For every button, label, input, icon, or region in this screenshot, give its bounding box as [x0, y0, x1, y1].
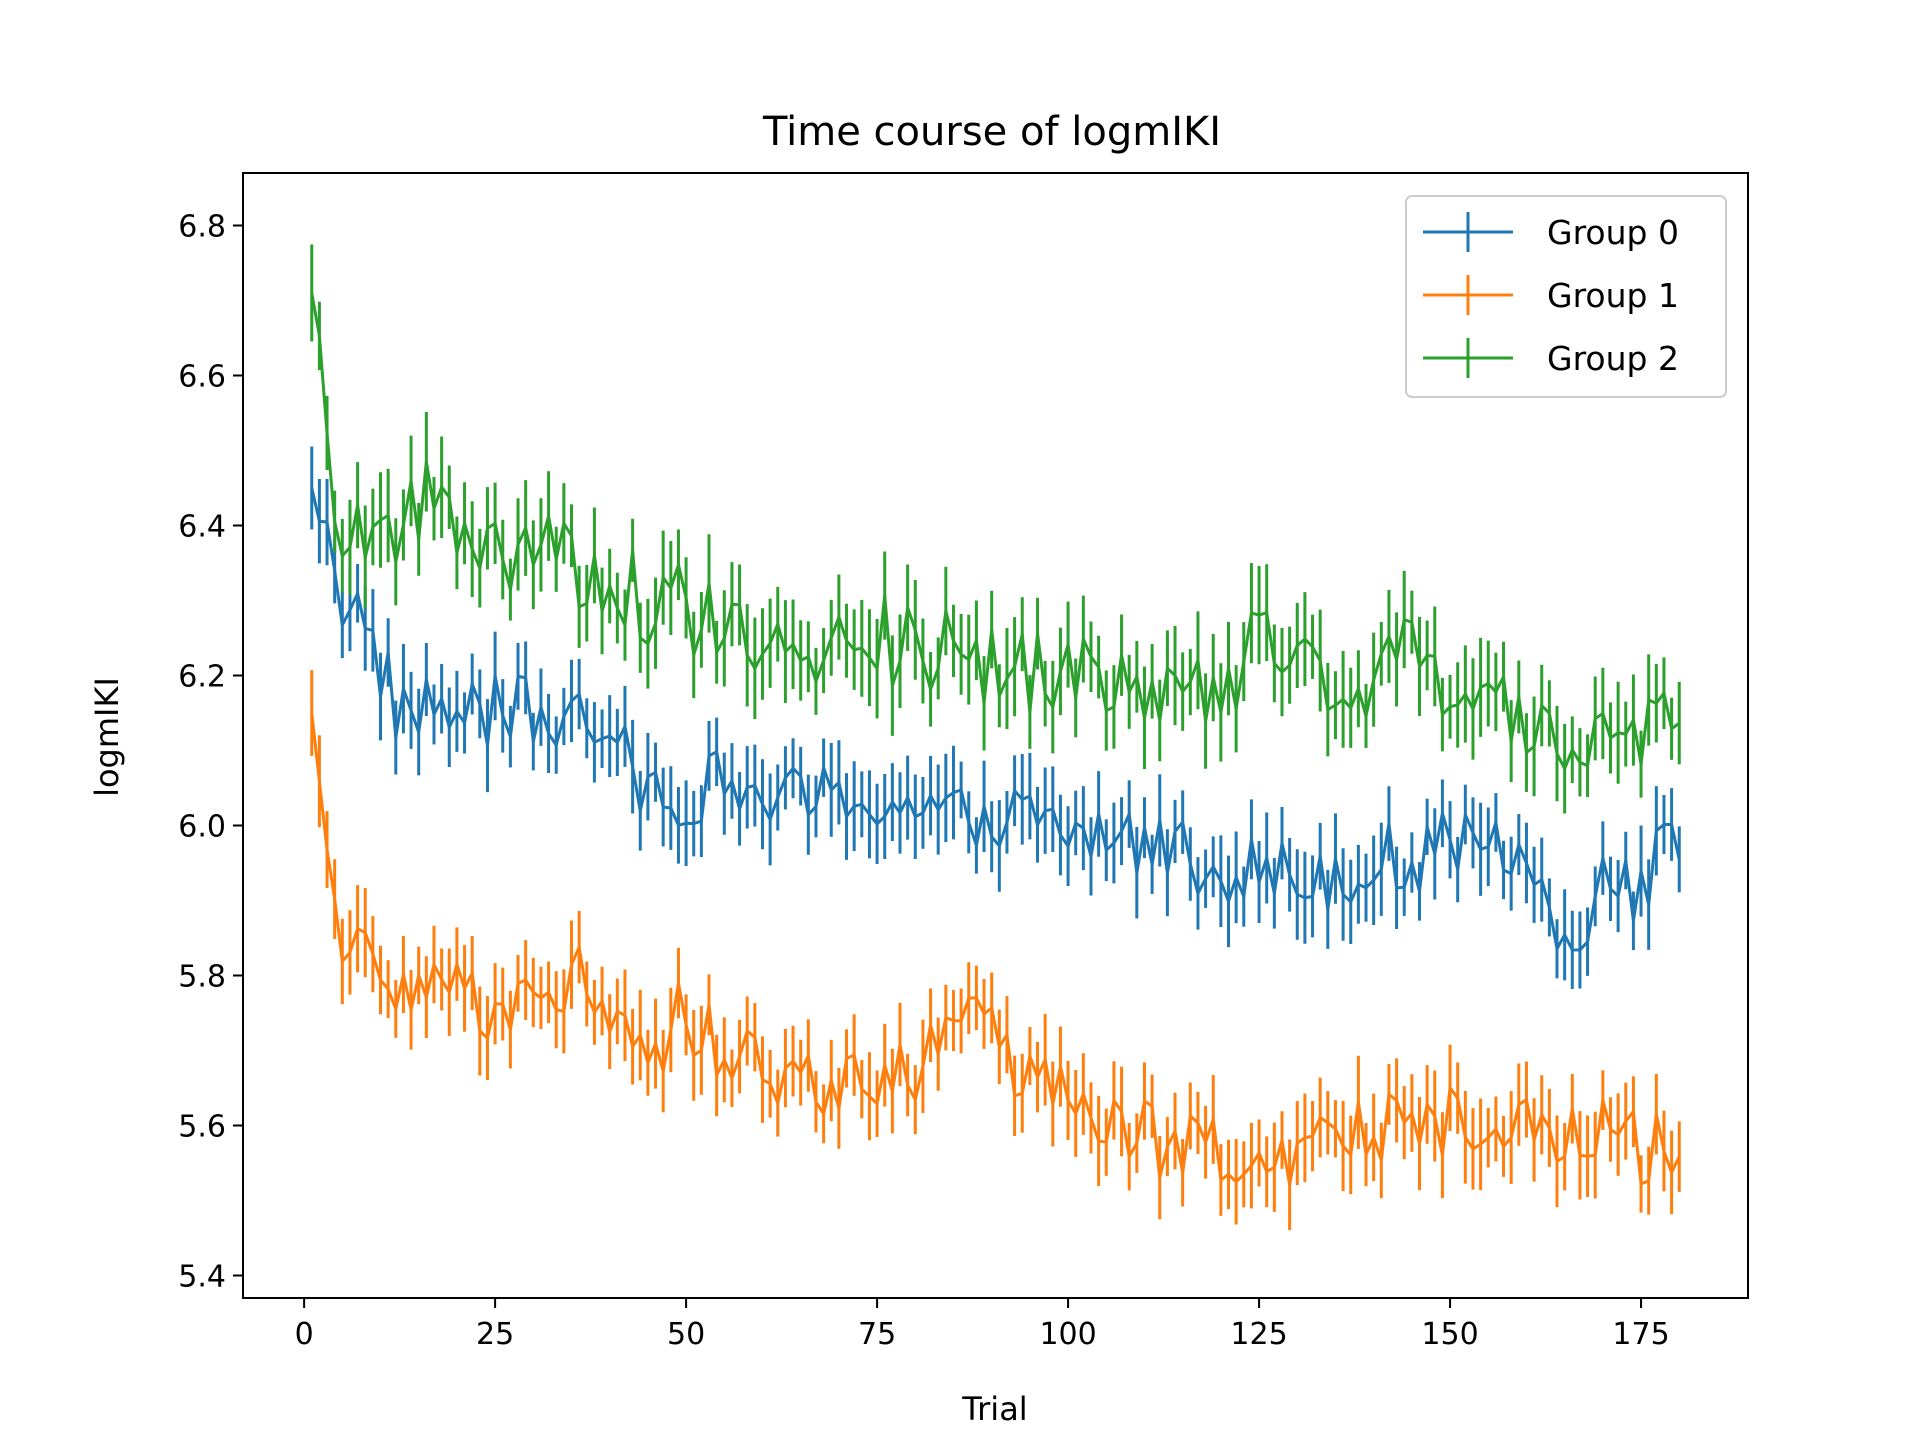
y-axis-label: logmIKI: [88, 677, 126, 797]
x-tick-label: 50: [667, 1317, 705, 1352]
x-tick-label: 0: [295, 1317, 314, 1352]
x-tick-label: 175: [1612, 1317, 1669, 1352]
series-1: [310, 670, 1681, 1231]
y-tick-label: 6.0: [178, 810, 226, 845]
legend-box: [1405, 195, 1727, 398]
x-tick-label: 25: [476, 1317, 514, 1352]
legend-label: Group 2: [1547, 339, 1679, 378]
series-0: [310, 446, 1681, 990]
y-tick-label: 5.8: [178, 960, 226, 995]
series-2: [310, 244, 1681, 814]
y-tick-label: 6.2: [178, 660, 226, 695]
legend-entry: Group 0: [1423, 212, 1679, 252]
y-tick-label: 6.4: [178, 510, 226, 545]
x-tick-label: 125: [1230, 1317, 1287, 1352]
y-tick-label: 5.6: [178, 1110, 226, 1145]
legend-label: Group 1: [1547, 276, 1679, 315]
series-line: [310, 712, 1681, 1187]
y-tick-label: 6.6: [178, 360, 226, 395]
y-axis: 5.4 5.6 5.8 6.0 6.2 6.4 6.6 6.8: [178, 210, 243, 1295]
y-tick-label: 6.8: [178, 210, 226, 245]
y-tick-label: 5.4: [178, 1260, 226, 1295]
chart-title: Time course of logmIKI: [762, 109, 1221, 155]
legend-entry: Group 1: [1423, 275, 1679, 315]
legend-entry: Group 2: [1423, 338, 1679, 378]
x-tick-label: 150: [1421, 1317, 1478, 1352]
x-tick-label: 100: [1039, 1317, 1096, 1352]
x-axis-label: Trial: [961, 1390, 1027, 1428]
legend: Group 0 Group 1 Group 2: [1405, 195, 1727, 398]
x-axis: 0 25 50 75 100 125 150 175: [295, 1298, 1670, 1352]
plot-area: [310, 244, 1681, 1231]
legend-label: Group 0: [1547, 213, 1679, 252]
x-tick-label: 75: [858, 1317, 896, 1352]
plot-frame: [242, 172, 1749, 1299]
series-line: [310, 292, 1681, 771]
series-line: [310, 487, 1681, 952]
